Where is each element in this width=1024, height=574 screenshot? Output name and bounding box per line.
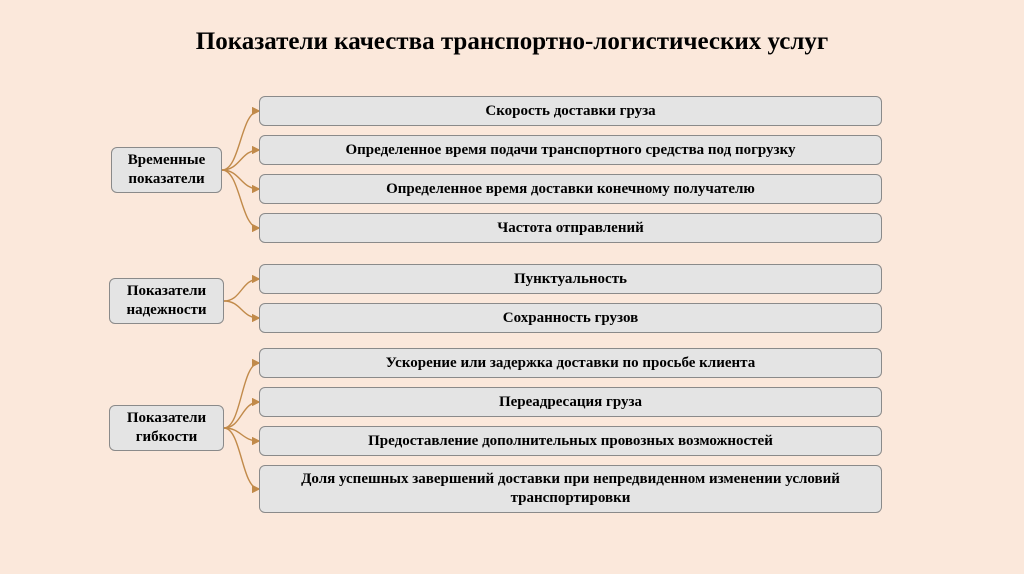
i5: Пунктуальность [259,264,882,294]
i1: Скорость доставки груза [259,96,882,126]
connector [222,111,259,170]
i6: Сохранность грузов [259,303,882,333]
i7: Ускорение или задержка доставки по прось… [259,348,882,378]
i8: Переадресация груза [259,387,882,417]
page-title: Показатели качества транспортно-логистич… [0,28,1024,56]
connector [222,170,259,189]
i3: Определенное время доставки конечному по… [259,174,882,204]
i10: Доля успешных завершений доставки при не… [259,465,882,513]
connector [224,402,259,428]
connector [224,301,259,318]
connector [224,363,259,428]
connector [222,170,259,228]
i2: Определенное время подачи транспортного … [259,135,882,165]
connector [224,279,259,301]
i4: Частота отправлений [259,213,882,243]
connector [224,428,259,489]
cat-flex: Показатели гибкости [109,405,224,451]
i9: Предоставление дополнительных провозных … [259,426,882,456]
connector [224,428,259,441]
cat-time: Временные показатели [111,147,222,193]
cat-reliability: Показатели надежности [109,278,224,324]
connector [222,150,259,170]
